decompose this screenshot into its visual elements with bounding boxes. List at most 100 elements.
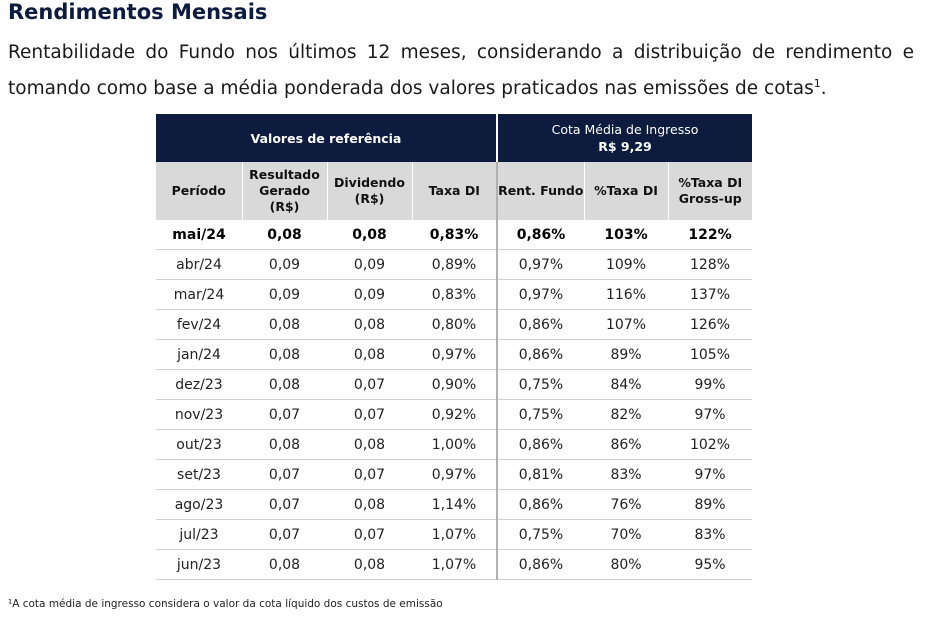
table-cell: 0,09 xyxy=(242,279,327,310)
column-header: Resultado Gerado (R$) xyxy=(242,162,328,220)
page-title: Rendimentos Mensais xyxy=(8,0,268,24)
table-row: jul/23 0,07 0,07 1,07% 0,75% 70% 83% xyxy=(156,519,752,550)
table-cell: 0,97% xyxy=(497,249,584,280)
table-cell: 0,08 xyxy=(327,429,412,460)
column-header-row: Período Resultado Gerado (R$) Dividendo … xyxy=(156,162,752,220)
table-cell: 82% xyxy=(584,399,668,430)
table-cell: 86% xyxy=(584,429,668,460)
table-cell: 0,07 xyxy=(242,399,327,430)
table-cell: 0,80% xyxy=(412,309,498,340)
table-body: mai/24 0,08 0,08 0,83% 0,86% 103% 122% abr/24 0,… xyxy=(156,220,752,580)
table-row: mar/24 0,09 0,09 0,83% 0,97% 116% 137% xyxy=(156,279,752,310)
column-header: %Taxa DI xyxy=(584,162,669,220)
table-cell: 0,86% xyxy=(497,339,584,370)
table-cell: 97% xyxy=(668,459,752,490)
table-cell: 0,86% xyxy=(497,429,584,460)
table-cell: 0,90% xyxy=(412,369,498,400)
intro-paragraph: Rentabilidade do Fundo nos últimos 12 me… xyxy=(8,37,914,104)
table-cell: 128% xyxy=(668,249,752,280)
intro-text: Rentabilidade do Fundo nos últimos 12 me… xyxy=(8,42,914,100)
table-cell: 0,86% xyxy=(497,549,584,580)
table-cell: 103% xyxy=(584,220,668,250)
table-cell: 0,08 xyxy=(242,339,327,370)
table-cell: 0,75% xyxy=(497,369,584,400)
table-cell: 0,07 xyxy=(327,459,412,490)
table-cell: 0,75% xyxy=(497,519,584,550)
table-cell: 0,08 xyxy=(242,429,327,460)
table-cell: 83% xyxy=(668,519,752,550)
table-cell: 0,08 xyxy=(327,489,412,520)
table-cell: 76% xyxy=(584,489,668,520)
table-cell: 0,97% xyxy=(497,279,584,310)
table-cell: 80% xyxy=(584,549,668,580)
table-cell: 97% xyxy=(668,399,752,430)
footnote: ¹A cota média de ingresso considera o va… xyxy=(8,598,443,610)
table-cell: 0,83% xyxy=(412,279,498,310)
table-cell: 1,07% xyxy=(412,519,498,550)
table-cell: 0,97% xyxy=(412,459,498,490)
table-cell: 137% xyxy=(668,279,752,310)
table-row: jan/24 0,08 0,08 0,97% 0,86% 89% 105% xyxy=(156,339,752,370)
table-cell: 0,75% xyxy=(497,399,584,430)
table-cell: 0,92% xyxy=(412,399,498,430)
table-cell: 95% xyxy=(668,549,752,580)
table-cell: nov/23 xyxy=(156,399,242,430)
table-cell: 0,07 xyxy=(327,519,412,550)
table-cell: 0,83% xyxy=(412,220,498,250)
table-cell: 0,89% xyxy=(412,249,498,280)
table-cell: out/23 xyxy=(156,429,242,460)
table-cell: 89% xyxy=(668,489,752,520)
table-row: jun/23 0,08 0,08 1,07% 0,86% 80% 95% xyxy=(156,549,752,580)
table-cell: abr/24 xyxy=(156,249,242,280)
table-row: abr/24 0,09 0,09 0,89% 0,97% 109% 128% xyxy=(156,249,752,280)
table-cell: 122% xyxy=(668,220,752,250)
table-cell: 0,08 xyxy=(242,220,327,250)
table-cell: 116% xyxy=(584,279,668,310)
column-header: Rent. Fundo xyxy=(497,162,585,220)
table-row: dez/23 0,08 0,07 0,90% 0,75% 84% 99% xyxy=(156,369,752,400)
table-cell: 99% xyxy=(668,369,752,400)
table-cell: 0,09 xyxy=(327,279,412,310)
cota-value: R$ 9,29 xyxy=(598,139,652,154)
table-cell: 1,07% xyxy=(412,549,498,580)
table-row: mai/24 0,08 0,08 0,83% 0,86% 103% 122% xyxy=(156,220,752,250)
table-cell: 89% xyxy=(584,339,668,370)
cota-label: Cota Média de Ingresso xyxy=(551,122,699,137)
table-cell: 0,07 xyxy=(327,369,412,400)
table-row: ago/23 0,07 0,08 1,14% 0,86% 76% 89% xyxy=(156,489,752,520)
column-header: Período xyxy=(156,162,243,220)
table-cell: 0,81% xyxy=(497,459,584,490)
table-cell: 0,07 xyxy=(327,399,412,430)
table-cell: mar/24 xyxy=(156,279,242,310)
table-cell: 0,08 xyxy=(327,220,412,250)
table-cell: 70% xyxy=(584,519,668,550)
table-row: fev/24 0,08 0,08 0,80% 0,86% 107% 126% xyxy=(156,309,752,340)
table-cell: 0,07 xyxy=(242,519,327,550)
table-cell: dez/23 xyxy=(156,369,242,400)
table-cell: 0,09 xyxy=(327,249,412,280)
column-header: Dividendo (R$) xyxy=(327,162,413,220)
table-cell: 0,97% xyxy=(412,339,498,370)
table-cell: 83% xyxy=(584,459,668,490)
table-cell: 0,07 xyxy=(242,459,327,490)
table-cell: 126% xyxy=(668,309,752,340)
table-cell: 0,07 xyxy=(242,489,327,520)
table-cell: jul/23 xyxy=(156,519,242,550)
table-cell: 0,09 xyxy=(242,249,327,280)
table-cell: 0,86% xyxy=(497,220,584,250)
group-header-row: Valores de referência Cota Média de Ingr… xyxy=(156,114,752,162)
table-cell: 84% xyxy=(584,369,668,400)
column-header: %Taxa DI Gross-up xyxy=(668,162,752,220)
table-cell: ago/23 xyxy=(156,489,242,520)
table-cell: 109% xyxy=(584,249,668,280)
table-row: set/23 0,07 0,07 0,97% 0,81% 83% 97% xyxy=(156,459,752,490)
table-cell: 0,86% xyxy=(497,309,584,340)
table-cell: 0,08 xyxy=(327,549,412,580)
intro-footnote-mark: 1 xyxy=(813,77,821,90)
table-cell: 0,08 xyxy=(327,309,412,340)
table-cell: 102% xyxy=(668,429,752,460)
table-cell: jun/23 xyxy=(156,549,242,580)
returns-table: Valores de referência Cota Média de Ingr… xyxy=(156,114,752,580)
table-cell: jan/24 xyxy=(156,339,242,370)
column-header: Taxa DI xyxy=(412,162,498,220)
